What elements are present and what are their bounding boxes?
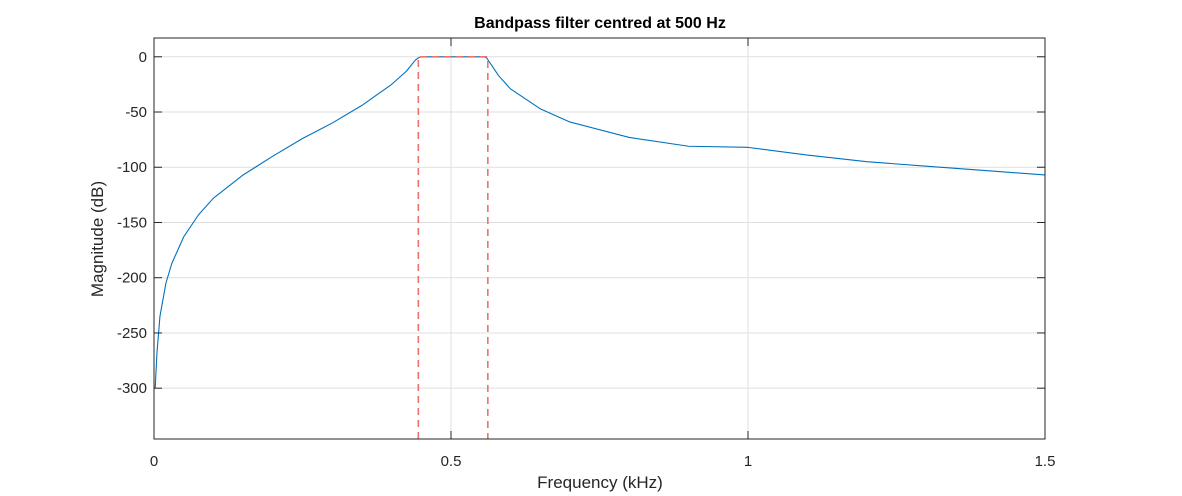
y-tick-label: -50 <box>125 104 147 121</box>
x-tick-label: 0.5 <box>441 453 462 470</box>
axis-ticks: 0 0.5 1 1.5 0 -50 -100 -150 -200 -250 -300 <box>117 38 1055 470</box>
passband-marker-line <box>417 55 489 439</box>
series-layer <box>154 55 1046 439</box>
magnitude-response-line <box>154 56 1046 389</box>
plot-frame <box>153 37 1046 440</box>
x-axis-label: Frequency (kHz) <box>537 473 663 492</box>
y-tick-label: -200 <box>117 270 147 287</box>
grid <box>154 38 1045 439</box>
y-tick-label: -100 <box>117 159 147 176</box>
y-tick-label: -300 <box>117 380 147 397</box>
y-tick-label: -250 <box>117 325 147 342</box>
x-tick-label: 1.5 <box>1035 453 1056 470</box>
y-tick-label: 0 <box>139 49 147 66</box>
chart-title: Bandpass filter centred at 500 Hz <box>474 15 726 32</box>
y-tick-label: -150 <box>117 214 147 231</box>
y-axis-label: Magnitude (dB) <box>88 181 107 297</box>
x-tick-label: 0 <box>150 453 158 470</box>
x-tick-label: 1 <box>744 453 752 470</box>
